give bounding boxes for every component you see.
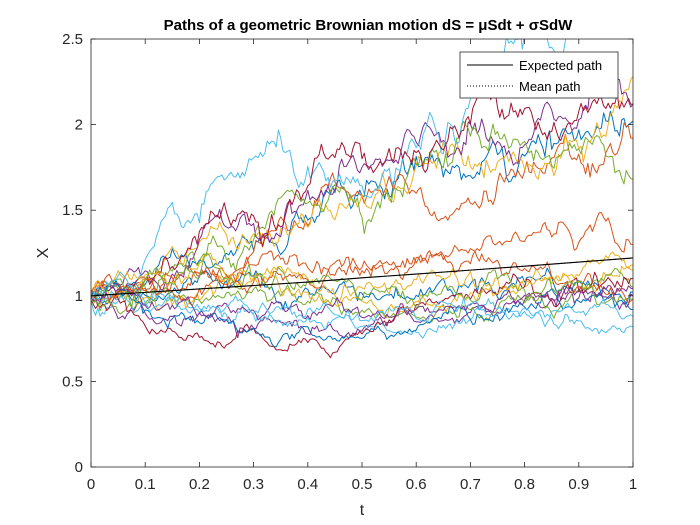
x-tick-label: 0.6 — [406, 476, 427, 493]
y-tick-label: 1.5 — [62, 202, 83, 219]
sample-path-13 — [91, 290, 633, 339]
sample-path-19 — [91, 252, 633, 309]
plot-area — [91, 39, 633, 467]
sample-path-20 — [91, 271, 633, 328]
y-tick-label: 1 — [75, 288, 83, 305]
axes-layer: 0 0.1 0.2 0.3 0.4 0.5 0.6 0.7 0.8 0.9 1 0 0.5 1 1.5 2 2.… — [62, 31, 637, 493]
x-tick-label: 1 — [629, 476, 637, 493]
expected-path-line — [91, 257, 633, 297]
x-tick-label: 0.7 — [460, 476, 481, 493]
sample-path-17 — [91, 251, 633, 319]
y-tick-label: 2.5 — [62, 31, 83, 48]
x-tick-label: 0.2 — [189, 476, 210, 493]
x-tick-label: 0.8 — [514, 476, 535, 493]
x-tick-label: 0.1 — [135, 476, 156, 493]
legend-mean-label: Mean path — [519, 79, 580, 94]
y-tick-label: 0.5 — [62, 373, 83, 390]
legend-box — [459, 51, 619, 99]
sample-path-7 — [91, 82, 633, 312]
x-tick-label: 0.9 — [568, 476, 589, 493]
sample-path-4 — [91, 67, 633, 301]
chart-title: Paths of a geometric Brownian motion dS … — [164, 17, 573, 34]
sample-path-16 — [91, 250, 633, 304]
x-tick-label: 0.3 — [243, 476, 264, 493]
paths-layer — [91, 39, 633, 359]
sample-path-18 — [91, 285, 633, 321]
x-tick-label: 0.4 — [297, 476, 318, 493]
x-tick-label: 0 — [87, 476, 95, 493]
sample-path-12 — [91, 267, 633, 324]
y-axis-label: X — [35, 247, 52, 258]
x-axis-label: t — [360, 502, 365, 519]
sample-path-6 — [91, 39, 567, 317]
sample-path-9 — [91, 212, 633, 297]
y-tick-label: 0 — [75, 459, 83, 476]
sample-path-11 — [91, 289, 633, 339]
legend-expected-label: Expected path — [519, 58, 602, 73]
sample-path-15 — [91, 280, 633, 348]
sample-path-5 — [91, 120, 633, 303]
legend: Expected path Mean path — [459, 51, 619, 99]
x-tick-label: 0.5 — [352, 476, 373, 493]
y-tick-label: 2 — [75, 117, 83, 134]
